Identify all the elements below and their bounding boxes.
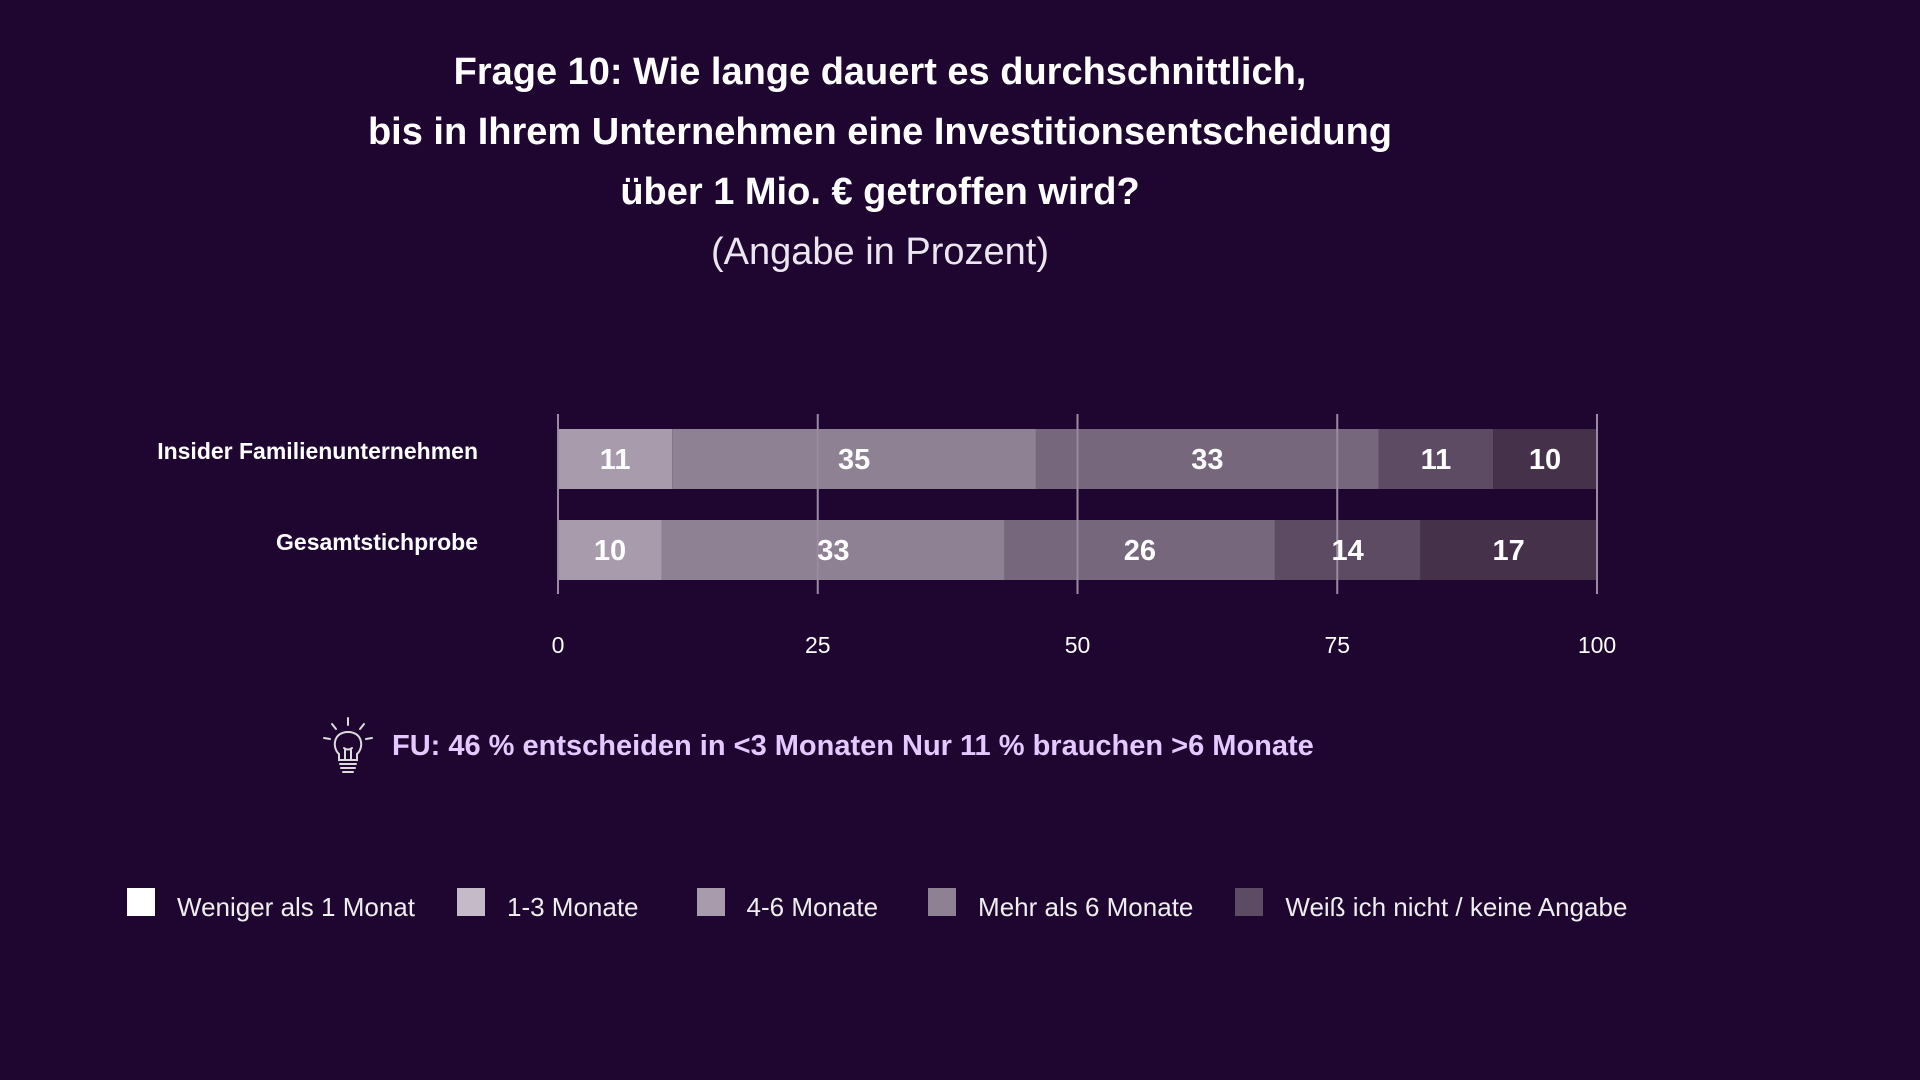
bar-segment-gesamtstichprobe-3 (1274, 520, 1421, 580)
legend-swatch (1235, 887, 1264, 916)
bar-segment-insider-familienunternehmen-4 (1493, 429, 1597, 489)
legend-item-wei-ich-nicht-keine-angabe: Weiß ich nicht / keine Angabe (1235, 887, 1628, 923)
bar-segment-gesamtstichprobe-0 (558, 520, 662, 580)
bar-segment-insider-familienunternehmen-0 (558, 429, 673, 489)
x-tick-label-100: 100 (1578, 632, 1616, 658)
bar-segment-gesamtstichprobe-1 (661, 520, 1005, 580)
category-label-insider-familienunternehmen: Insider Familienunternehmen (157, 438, 478, 464)
data-label-gesamtstichprobe-3: 14 (1332, 535, 1364, 567)
legend-item-mehr-als-6-monate: Mehr als 6 Monate (928, 887, 1194, 923)
legend-swatch (696, 887, 725, 916)
data-label-gesamtstichprobe-2: 26 (1124, 535, 1156, 567)
data-label-insider-familienunternehmen-3: 11 (1421, 444, 1452, 476)
legend-swatch (456, 887, 485, 916)
legend-label: Weiß ich nicht / keine Angabe (1285, 892, 1628, 922)
title-line-2: bis in Ihrem Unternehmen eine Investitio… (367, 111, 1393, 153)
data-label-gesamtstichprobe-1: 33 (817, 535, 849, 567)
data-label-gesamtstichprobe-4: 17 (1493, 535, 1525, 567)
legend-item-1-3-monate: 1-3 Monate (456, 887, 639, 923)
data-label-insider-familienunternehmen-1: 35 (838, 444, 870, 476)
title-line-3: über 1 Mio. € getroffen wird? (620, 171, 1140, 213)
x-tick-label-0: 0 (552, 632, 565, 658)
bar-segment-gesamtstichprobe-2 (1004, 520, 1275, 580)
data-label-insider-familienunternehmen-2: 33 (1191, 444, 1223, 476)
legend-swatch (127, 887, 155, 916)
callout-text: FU: 46 % entscheiden in <3 Monaten Nur 1… (392, 729, 1314, 762)
legend-label: 1-3 Monate (506, 892, 639, 922)
legend-swatch (928, 887, 957, 916)
bar-segment-insider-familienunternehmen-3 (1378, 429, 1494, 489)
data-label-gesamtstichprobe-0: 10 (594, 535, 626, 567)
legend-label: Weniger als 1 Monat (177, 892, 415, 922)
bar-segment-insider-familienunternehmen-1 (672, 429, 1036, 489)
chart-title: Frage 10: Wie lange dauert es durchschni… (280, 42, 1480, 282)
x-tick-label-75: 75 (1324, 632, 1350, 658)
bar-segment-gesamtstichprobe-4 (1420, 520, 1597, 580)
bar-segment-insider-familienunternehmen-2 (1035, 429, 1379, 489)
insight-callout: FU: 46 % entscheiden in <3 Monaten Nur 1… (318, 717, 1314, 774)
legend-item-4-6-monate: 4-6 Monate (696, 887, 879, 923)
x-tick-label-25: 25 (805, 632, 831, 658)
lightbulb-icon (323, 717, 373, 773)
data-label-insider-familienunternehmen-4: 10 (1529, 444, 1561, 476)
chart-subtitle: (Angabe in Prozent) (711, 231, 1049, 273)
data-label-insider-familienunternehmen-0: 11 (600, 444, 631, 476)
legend-label: Mehr als 6 Monate (978, 892, 1194, 922)
x-tick-label-50: 50 (1065, 632, 1091, 658)
title-line-1: Frage 10: Wie lange dauert es durchschni… (453, 51, 1307, 93)
category-label-gesamtstichprobe: Gesamtstichprobe (276, 529, 478, 555)
chart-legend: Weniger als 1 Monat 1-3 Monate 4-6 Monate M… (127, 887, 1628, 923)
legend-label: 4-6 Monate (746, 892, 879, 922)
legend-item-weniger-als-1-monat: Weniger als 1 Monat (127, 887, 415, 923)
